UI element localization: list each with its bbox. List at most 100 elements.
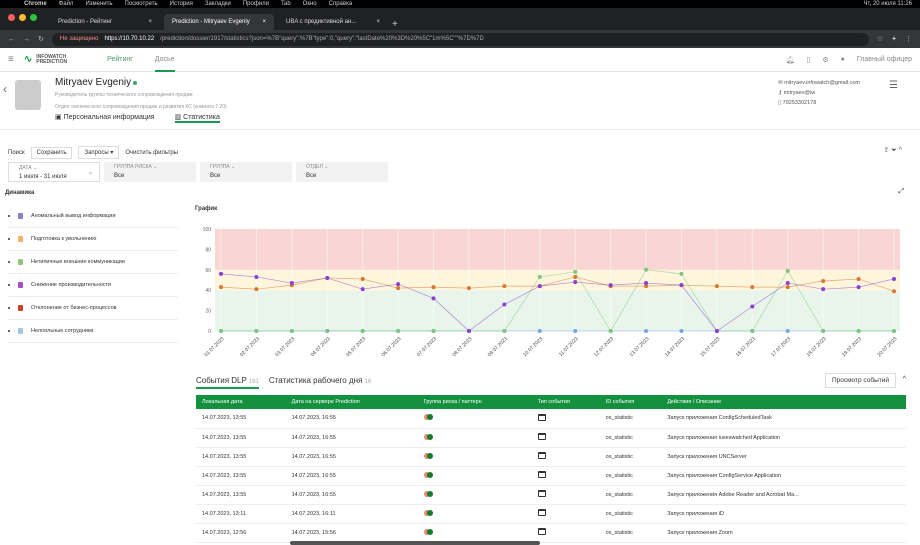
reload-icon[interactable]: ↻ [38, 36, 44, 43]
nav-rating[interactable]: Рейтинг [107, 55, 133, 63]
data-point[interactable] [537, 284, 542, 289]
browser-tab[interactable]: Prediction - Рейтинг × [50, 14, 160, 30]
nav-dossier[interactable]: Досье [154, 48, 175, 72]
save-button[interactable]: Сохранить [30, 146, 73, 159]
data-point[interactable] [856, 329, 861, 333]
gear-icon[interactable]: ⚙ [822, 56, 829, 64]
data-point[interactable] [821, 279, 826, 284]
tab-statistics[interactable]: ▥ Статистика [174, 113, 220, 123]
data-point[interactable] [750, 304, 755, 309]
close-icon[interactable]: × [148, 19, 152, 25]
data-point[interactable] [289, 281, 294, 286]
data-point[interactable] [892, 289, 896, 294]
data-point[interactable] [502, 302, 507, 307]
data-point[interactable] [254, 329, 259, 333]
search-label[interactable]: Поиск [8, 149, 25, 156]
sliders-icon[interactable]: ☰ [889, 80, 898, 91]
expand-icon[interactable]: ⤢ [898, 188, 904, 195]
menu-item[interactable]: Закладки [204, 1, 231, 7]
menu-item[interactable]: Посмотреть [124, 1, 158, 7]
new-tab-button[interactable]: + [392, 19, 398, 30]
data-point[interactable] [254, 274, 259, 279]
data-point[interactable] [431, 285, 436, 290]
menu-icon[interactable]: ⋮ [905, 36, 912, 43]
data-point[interactable] [502, 284, 507, 289]
data-point[interactable] [644, 267, 649, 272]
close-icon[interactable]: × [262, 19, 266, 25]
data-point[interactable] [537, 329, 542, 333]
data-point[interactable] [644, 281, 649, 286]
data-point[interactable] [821, 287, 826, 292]
window-controls[interactable] [8, 14, 37, 21]
data-point[interactable] [573, 280, 578, 285]
dynamics-item[interactable]: Нелояльные сотрудники [8, 320, 178, 343]
column-header[interactable]: ID события [599, 395, 662, 409]
user-icon[interactable]: ● [840, 56, 845, 63]
browser-tab-active[interactable]: Prediction - Mitryaev Evgeniy × [164, 14, 274, 30]
data-point[interactable] [750, 285, 755, 290]
table-row[interactable]: 14.07.2023, 13:55 14.07.2023, 16:55 os_sta… [196, 447, 906, 467]
data-point[interactable] [644, 329, 649, 333]
data-point[interactable] [856, 276, 861, 281]
data-point[interactable] [360, 287, 365, 292]
extensions-icon[interactable]: ✦ [891, 36, 897, 43]
document-icon[interactable]: ▯ [806, 56, 811, 64]
filter-1[interactable]: ГРУППА РИСКА ⌄ Все [104, 162, 196, 182]
dynamics-item[interactable]: Подготовка к увольнению [8, 228, 178, 251]
filter-3[interactable]: ОТДЕЛ ⌄ Все [296, 162, 388, 182]
data-point[interactable] [608, 283, 613, 288]
data-point[interactable] [573, 274, 578, 279]
data-point[interactable] [821, 329, 826, 333]
tab-personal-info[interactable]: ▣ Персональная информация [55, 113, 155, 123]
data-point[interactable] [679, 329, 684, 333]
table-row[interactable]: 14.07.2023, 13:55 14.07.2023, 16:55 os_sta… [196, 409, 906, 429]
data-point[interactable] [644, 284, 649, 289]
data-point[interactable] [219, 329, 223, 333]
column-header[interactable]: Локальная дата [196, 395, 286, 409]
data-point[interactable] [219, 271, 223, 276]
data-point[interactable] [466, 286, 471, 291]
menu-item[interactable]: Chrome [24, 1, 47, 7]
share-icon[interactable]: ⇪ [883, 147, 890, 154]
column-header[interactable]: Группа риска / паттерн [417, 395, 532, 409]
data-point[interactable] [892, 276, 896, 281]
menu-item[interactable]: Tab [280, 1, 291, 7]
menu-item[interactable]: Профили [242, 1, 269, 7]
data-point[interactable] [325, 275, 330, 280]
data-point[interactable] [289, 329, 294, 333]
column-header[interactable]: Действия / Описание [661, 395, 906, 409]
data-point[interactable] [360, 276, 365, 281]
horizontal-scrollbar[interactable] [290, 541, 540, 545]
forward-icon[interactable]: → [23, 35, 30, 43]
tab-workday-stats[interactable]: Статистика рабочего дня 16 [269, 376, 371, 389]
logo[interactable]: ∿ INFOWATCH PREDICTION [23, 53, 68, 65]
table-row[interactable]: 14.07.2023, 13:55 14.07.2023, 16:55 os_sta… [196, 485, 906, 505]
star-icon[interactable]: ☆ [876, 36, 884, 43]
data-point[interactable] [785, 285, 790, 290]
table-row[interactable]: 14.07.2023, 12:56 14.07.2023, 15:56 os_sta… [196, 523, 906, 543]
data-point[interactable] [360, 329, 365, 333]
data-point[interactable] [396, 282, 401, 287]
data-point[interactable] [466, 329, 471, 333]
browser-tab[interactable]: UBA с предиктивной ан... × [278, 14, 388, 30]
table-row[interactable]: 14.07.2023, 13:55 14.07.2023, 16:55 os_sta… [196, 428, 906, 448]
collapse-icon[interactable]: ^ [902, 376, 906, 383]
dynamics-item[interactable]: Нетипичные внешние коммуникации [8, 251, 178, 274]
back-chevron-icon[interactable]: ‹ [3, 82, 7, 96]
data-point[interactable] [785, 281, 790, 286]
data-point[interactable] [396, 286, 401, 291]
filter-2[interactable]: ГРУППА ⌄ Все [200, 162, 292, 182]
tab-dlp-events[interactable]: События DLP 181 [196, 376, 259, 389]
menu-item[interactable]: Окно [302, 1, 317, 7]
data-point[interactable] [573, 269, 578, 274]
collapse-icon[interactable]: ^ [898, 147, 902, 154]
menu-item[interactable]: История [169, 1, 193, 7]
menu-item[interactable]: Файл [58, 1, 74, 7]
view-events-button[interactable]: Просмотр событий [824, 373, 896, 388]
data-point[interactable] [892, 329, 896, 333]
url-input[interactable]: Не защищено https://10.70.10.22/predictio… [51, 32, 869, 46]
data-point[interactable] [573, 329, 578, 333]
data-point[interactable] [856, 285, 861, 290]
queries-dropdown[interactable]: Запросы ▾ [78, 146, 120, 159]
data-point[interactable] [325, 329, 330, 333]
